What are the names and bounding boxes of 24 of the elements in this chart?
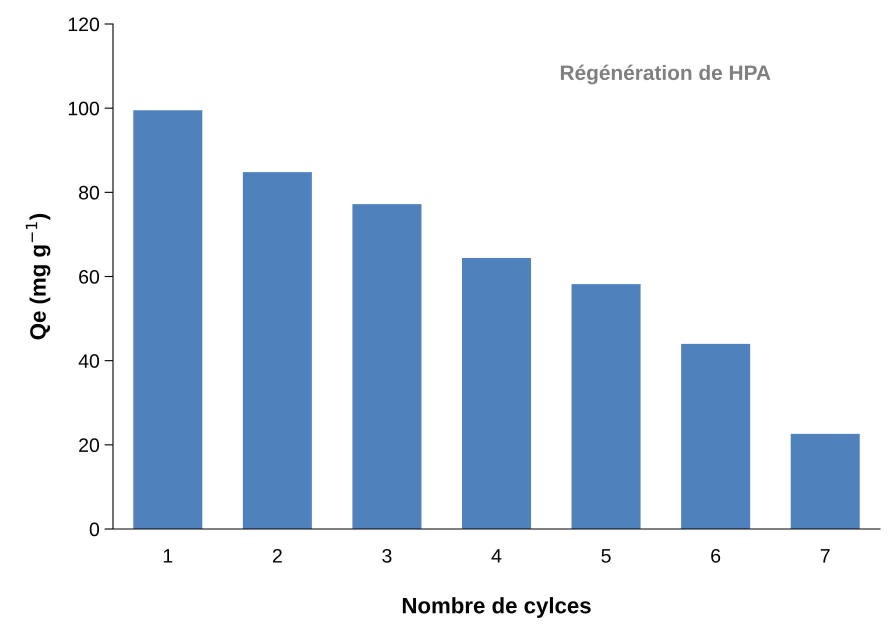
y-tick-label: 20	[79, 438, 100, 452]
bar	[462, 258, 532, 529]
x-tick-label: 1	[164, 549, 172, 563]
bar	[790, 434, 860, 529]
x-tick-label: 2	[272, 548, 282, 563]
y-tick-label: 80	[79, 186, 100, 200]
bar	[242, 172, 312, 529]
bar	[681, 344, 750, 529]
y-axis-title: Qe (mg g$^{−1}$)	[26, 214, 50, 340]
text: Régénération de HPA	[560, 64, 770, 84]
x-tick-label: 5	[601, 549, 611, 563]
bar	[133, 110, 202, 529]
x-tick-label: 3	[382, 548, 392, 563]
y-tick-label: 60	[79, 270, 100, 284]
y-tick-label: 0	[90, 522, 100, 536]
x-tick-label: 6	[711, 548, 720, 563]
y-tick-label: 100	[68, 102, 100, 116]
x-tick-label: 7	[820, 549, 830, 563]
bar	[572, 284, 641, 529]
y-tick-label: 120	[68, 17, 100, 32]
x-axis-title: Nombre de cylces	[402, 597, 591, 618]
y-tick-label: 40	[78, 354, 100, 368]
x-tick-label: 4	[492, 549, 502, 563]
bar	[352, 204, 422, 529]
